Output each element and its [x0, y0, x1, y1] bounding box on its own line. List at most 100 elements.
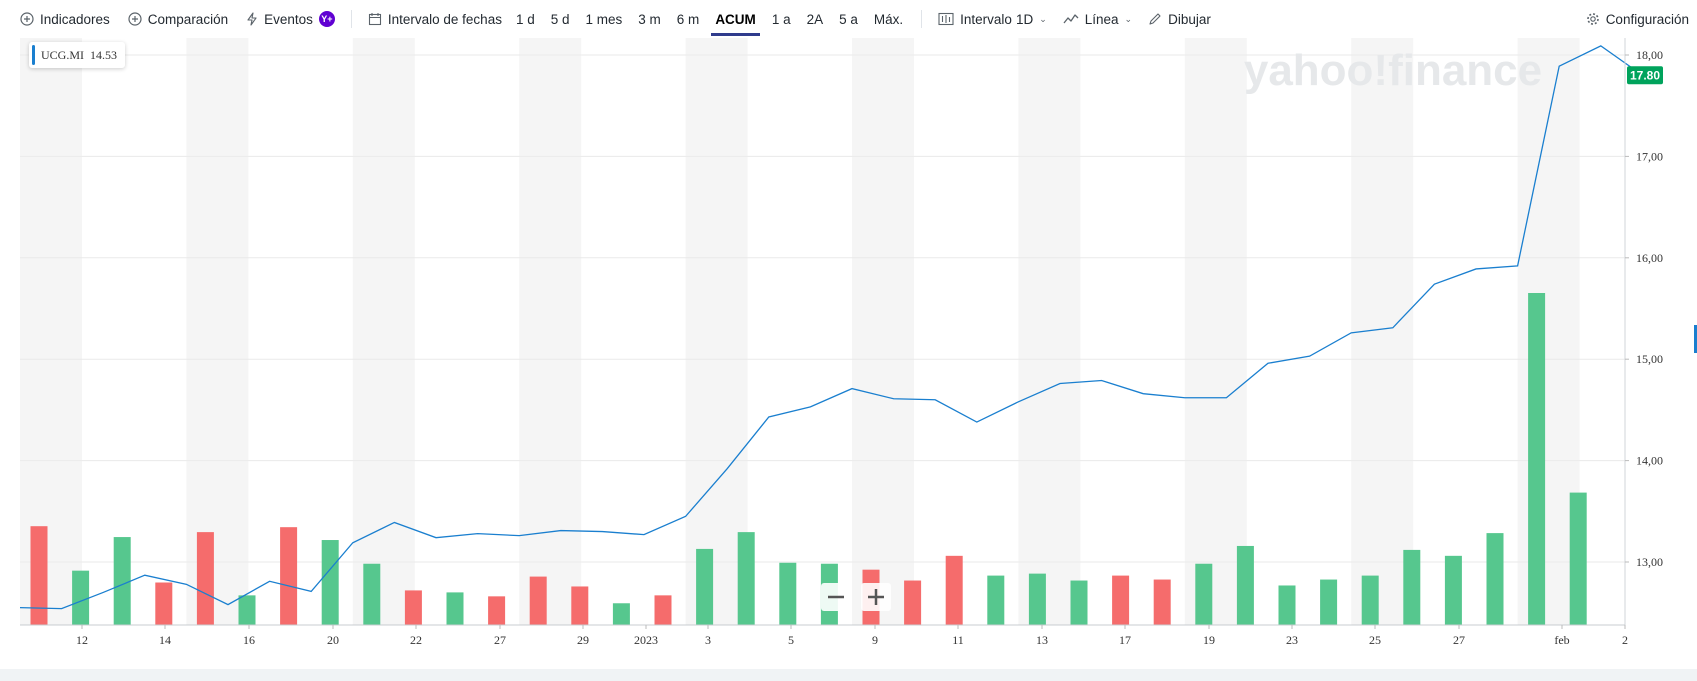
events-label: Eventos [264, 11, 313, 27]
volume-bar [113, 537, 131, 625]
comparison-button[interactable]: Comparación [122, 12, 234, 27]
settings-button[interactable]: Configuración [1580, 12, 1695, 27]
plus-circle-icon [128, 12, 142, 26]
legend-symbol: UCG.MI [41, 47, 85, 62]
volume-bar [1236, 545, 1254, 625]
x-tick-label: 12 [76, 633, 88, 647]
x-tick-label: 29 [577, 633, 589, 647]
draw-label: Dibujar [1168, 11, 1211, 27]
candles-icon [938, 12, 954, 26]
y-axis: 13,00 14,00 15,00 16,00 17,00 18,00 [20, 38, 1663, 626]
x-tick-label: 14 [159, 633, 171, 647]
x-tick-label: 19 [1203, 633, 1215, 647]
legend-value: 14.53 [90, 47, 118, 62]
stripe [1517, 38, 1580, 625]
chevron-down-icon: ⌄ [1039, 13, 1047, 24]
current-price-tag: 17.80 [1627, 66, 1663, 85]
x-tick-label: 2023 [634, 633, 658, 647]
volume-bar [737, 532, 755, 625]
settings-label: Configuración [1605, 11, 1689, 27]
x-tick-label: 9 [872, 633, 878, 647]
events-button[interactable]: Eventos Y+ [240, 11, 341, 27]
price-tag-label: 17.80 [1630, 68, 1660, 82]
volume-bar [1528, 293, 1546, 625]
date-range-button[interactable]: Intervalo de fechas [362, 12, 508, 27]
indicators-label: Indicadores [40, 11, 110, 27]
range-tab-9[interactable]: Máx. [873, 11, 904, 27]
volume-bar [1486, 533, 1504, 625]
volume-bar [1153, 579, 1171, 625]
chart-area[interactable]: yahoo!finance 13,00 14,00 15,00 16,00 17,00 1… [0, 38, 1697, 668]
x-tick-label: 23 [1286, 633, 1298, 647]
y-tick-label: 14,00 [1636, 454, 1663, 468]
plus-icon [868, 589, 884, 605]
stripe [852, 38, 914, 625]
indicators-button[interactable]: Indicadores [14, 12, 116, 27]
stripe [1018, 38, 1081, 625]
x-tick-label: feb [1554, 633, 1569, 647]
x-tick-label: 5 [788, 633, 794, 647]
x-tick-label: 20 [327, 633, 339, 647]
volume-bar [1195, 563, 1213, 625]
volume-bar [30, 526, 48, 625]
x-axis: 12 14 16 20 22 27 29 2023 3 5 9 11 13 17 19 23 25 27 feb 2 [76, 625, 1628, 647]
draw-button[interactable]: Dibujar [1142, 12, 1217, 27]
volume-bar [1403, 549, 1421, 625]
range-tab-4[interactable]: 6 m [676, 11, 700, 27]
volume-bar [280, 527, 298, 625]
plus-circle-icon [20, 12, 34, 26]
pencil-icon [1148, 12, 1162, 26]
range-tabs: 1 d 5 d 1 mes 3 m 6 m ACUM 1 a 2A 5 a Máx. [508, 0, 911, 38]
volume-bar [1444, 555, 1462, 625]
range-tab-2[interactable]: 1 mes [585, 11, 623, 27]
x-tick-label: 2 [1622, 633, 1628, 647]
volume-bar [612, 603, 630, 625]
range-tab-1[interactable]: 5 d [550, 11, 570, 27]
chart-type-label: Línea [1084, 11, 1119, 27]
volume-bar [1070, 580, 1088, 625]
price-chart[interactable]: yahoo!finance 13,0014,0015,0016,0017,001… [0, 38, 1697, 668]
x-tick-label: 22 [410, 633, 422, 647]
x-tick-label: 11 [952, 633, 964, 647]
line-chart-icon [1063, 13, 1079, 25]
interval-value: 1D [1015, 11, 1034, 27]
y-tick-label: 15,00 [1636, 352, 1663, 366]
stripe [352, 38, 415, 625]
volume-bar [1320, 579, 1338, 625]
range-tab-7[interactable]: 2A [806, 11, 824, 27]
volume-bar [1569, 492, 1587, 625]
volume-bar [529, 576, 547, 625]
x-tick-label: 17 [1119, 633, 1131, 647]
chart-type-dropdown[interactable]: Línea ⌄ [1057, 12, 1138, 27]
y-tick-label: 18,00 [1636, 48, 1663, 62]
y-tick-label: 17,00 [1636, 149, 1663, 163]
range-tab-6[interactable]: 1 a [771, 11, 791, 27]
symbol-legend[interactable]: UCG.MI 14.53 [29, 42, 126, 68]
volume-bar [196, 532, 214, 625]
volume-bar [1028, 573, 1046, 625]
range-tab-8[interactable]: 5 a [839, 11, 858, 27]
range-tab-5[interactable]: ACUM [707, 0, 764, 38]
side-panel-handle[interactable] [1694, 325, 1697, 353]
range-tab-3[interactable]: 3 m [638, 11, 661, 27]
yahoo-finance-watermark: yahoo!finance [1244, 46, 1542, 95]
volume-bar [654, 595, 672, 625]
stripe [685, 38, 748, 625]
volume-bar [904, 580, 922, 625]
premium-badge: Y+ [318, 11, 335, 27]
volume-bar [321, 540, 339, 625]
x-tick-label: 16 [243, 633, 255, 647]
volume-bar [1112, 575, 1130, 625]
x-tick-label: 27 [1453, 633, 1465, 647]
volume-bar [404, 590, 422, 625]
toolbar-divider [921, 10, 923, 28]
zoom-controls [821, 583, 891, 611]
interval-dropdown[interactable]: Intervalo 1D ⌄ [932, 12, 1053, 27]
range-tab-0[interactable]: 1 d [515, 11, 535, 27]
y-tick-label: 16,00 [1636, 251, 1663, 265]
chart-toolbar: Indicadores Comparación Eventos Y+ Inter… [0, 0, 1697, 38]
price-tag-bg [1627, 66, 1663, 85]
volume-bar [155, 582, 173, 625]
volume-bar [238, 595, 256, 625]
volume-bar [1361, 575, 1379, 625]
